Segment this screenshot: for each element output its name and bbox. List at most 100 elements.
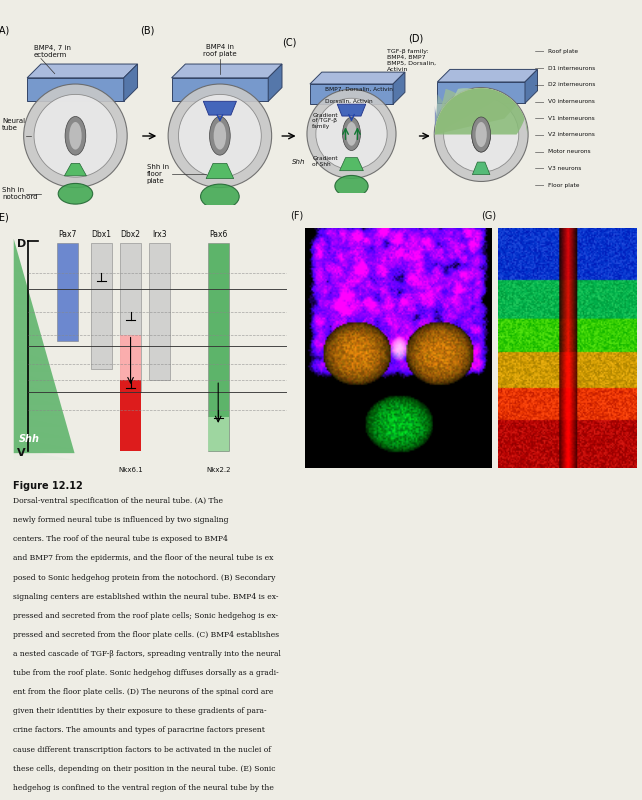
- Text: Gradient
of TGF-β
family: Gradient of TGF-β family: [312, 113, 338, 130]
- Text: Gradient
of Shh: Gradient of Shh: [312, 156, 338, 167]
- Text: signaling centers are established within the neural tube. BMP4 is ex-: signaling centers are established within…: [13, 593, 278, 601]
- Ellipse shape: [335, 175, 368, 197]
- Polygon shape: [171, 78, 268, 102]
- Text: BMP4, BMP7: BMP4, BMP7: [387, 55, 426, 60]
- Ellipse shape: [65, 117, 86, 155]
- Text: tube from the roof plate. Sonic hedgehog diffuses dorsally as a gradi-: tube from the roof plate. Sonic hedgehog…: [13, 669, 279, 677]
- Text: (G): (G): [481, 210, 496, 221]
- Text: (A): (A): [0, 26, 10, 36]
- Text: pressed and secreted from the roof plate cells; Sonic hedgehog is ex-: pressed and secreted from the roof plate…: [13, 612, 278, 620]
- Ellipse shape: [58, 183, 92, 204]
- Text: D2 interneurons: D2 interneurons: [548, 82, 595, 87]
- Text: pressed and secreted from the floor plate cells. (C) BMP4 establishes: pressed and secreted from the floor plat…: [13, 631, 279, 639]
- Text: Floor plate: Floor plate: [548, 182, 579, 187]
- Polygon shape: [525, 70, 537, 103]
- Text: Shh: Shh: [19, 434, 40, 444]
- Polygon shape: [435, 94, 458, 134]
- Ellipse shape: [472, 117, 490, 152]
- Ellipse shape: [168, 84, 272, 187]
- Text: Motor neurons: Motor neurons: [548, 149, 590, 154]
- Polygon shape: [435, 118, 438, 134]
- Polygon shape: [435, 88, 528, 134]
- Text: ectoderm: ectoderm: [34, 52, 67, 58]
- Ellipse shape: [346, 122, 357, 146]
- Ellipse shape: [472, 117, 490, 152]
- Ellipse shape: [476, 122, 487, 147]
- Ellipse shape: [200, 184, 239, 209]
- Text: (F): (F): [290, 210, 303, 221]
- Text: newly formed neural tube is influenced by two signaling: newly formed neural tube is influenced b…: [13, 516, 228, 524]
- Text: D1 interneurons: D1 interneurons: [548, 66, 594, 70]
- Text: (D): (D): [408, 34, 424, 44]
- Text: Shh: Shh: [292, 158, 306, 165]
- Ellipse shape: [214, 122, 226, 150]
- Polygon shape: [310, 72, 405, 84]
- Text: (B): (B): [140, 26, 154, 36]
- Ellipse shape: [316, 98, 387, 170]
- Polygon shape: [437, 70, 537, 82]
- Text: a nested cascade of TGF-β factors, spreading ventrally into the neural: a nested cascade of TGF-β factors, sprea…: [13, 650, 281, 658]
- Ellipse shape: [307, 90, 396, 178]
- Text: V1 interneurons: V1 interneurons: [548, 116, 594, 121]
- Text: D: D: [17, 239, 26, 249]
- Polygon shape: [337, 104, 366, 116]
- Text: Neural
tube: Neural tube: [3, 118, 26, 131]
- Text: cause different transcription factors to be activated in the nuclei of: cause different transcription factors to…: [13, 746, 271, 754]
- Bar: [208, 243, 229, 451]
- Polygon shape: [171, 64, 282, 78]
- Polygon shape: [27, 64, 137, 78]
- Ellipse shape: [343, 118, 360, 150]
- Bar: [150, 243, 170, 380]
- Text: V2 interneurons: V2 interneurons: [548, 133, 594, 138]
- Polygon shape: [124, 64, 137, 102]
- Text: BMP7, Dorsalin, Activin: BMP7, Dorsalin, Activin: [325, 86, 392, 92]
- Text: Roof plate: Roof plate: [548, 49, 578, 54]
- Polygon shape: [27, 78, 124, 102]
- Text: Dbx2: Dbx2: [121, 230, 141, 239]
- Polygon shape: [435, 88, 505, 134]
- Ellipse shape: [178, 94, 261, 178]
- Ellipse shape: [69, 122, 82, 150]
- Bar: [120, 380, 141, 451]
- Text: hedgehog is confined to the ventral region of the neural tube by the: hedgehog is confined to the ventral regi…: [13, 784, 273, 792]
- Bar: [120, 243, 141, 392]
- Text: Dorsalin, Activin: Dorsalin, Activin: [325, 99, 372, 104]
- Polygon shape: [393, 72, 405, 104]
- Polygon shape: [206, 163, 234, 178]
- Polygon shape: [340, 158, 363, 170]
- Text: centers. The roof of the neural tube is exposed to BMP4: centers. The roof of the neural tube is …: [13, 535, 227, 543]
- Text: Figure 12.12: Figure 12.12: [13, 481, 82, 491]
- Polygon shape: [310, 84, 393, 104]
- Text: V0 interneurons: V0 interneurons: [548, 99, 594, 104]
- Text: Shh in
notochord: Shh in notochord: [3, 187, 38, 200]
- Text: given their identities by their exposure to these gradients of para-: given their identities by their exposure…: [13, 707, 266, 715]
- Ellipse shape: [434, 87, 528, 182]
- Text: Nkx2.2: Nkx2.2: [206, 467, 230, 473]
- Text: BMP4, 7 in: BMP4, 7 in: [34, 46, 71, 51]
- Polygon shape: [64, 163, 87, 176]
- Text: Shh in
floor
plate: Shh in floor plate: [147, 165, 169, 185]
- Text: TGF-β family:: TGF-β family:: [387, 49, 429, 54]
- Ellipse shape: [24, 84, 127, 187]
- Ellipse shape: [34, 94, 117, 178]
- Polygon shape: [473, 162, 490, 174]
- Polygon shape: [435, 105, 446, 134]
- Ellipse shape: [209, 117, 230, 155]
- Ellipse shape: [444, 97, 519, 172]
- Text: Pax7: Pax7: [58, 230, 76, 239]
- Text: and BMP7 from the epidermis, and the floor of the neural tube is ex: and BMP7 from the epidermis, and the flo…: [13, 554, 273, 562]
- Polygon shape: [435, 89, 473, 134]
- Text: Pax6: Pax6: [209, 230, 227, 239]
- Polygon shape: [268, 64, 282, 102]
- Text: V3 neurons: V3 neurons: [548, 166, 581, 171]
- Bar: [208, 417, 229, 451]
- Polygon shape: [435, 88, 525, 134]
- Bar: [91, 243, 112, 369]
- Text: these cells, depending on their position in the neural tube. (E) Sonic: these cells, depending on their position…: [13, 765, 275, 773]
- Polygon shape: [435, 88, 517, 134]
- Text: Dorsal-ventral specification of the neural tube. (A) The: Dorsal-ventral specification of the neur…: [13, 497, 223, 505]
- Polygon shape: [437, 82, 525, 103]
- Text: Nkx6.1: Nkx6.1: [118, 467, 143, 473]
- Text: Dbx1: Dbx1: [91, 230, 111, 239]
- Bar: [120, 334, 141, 380]
